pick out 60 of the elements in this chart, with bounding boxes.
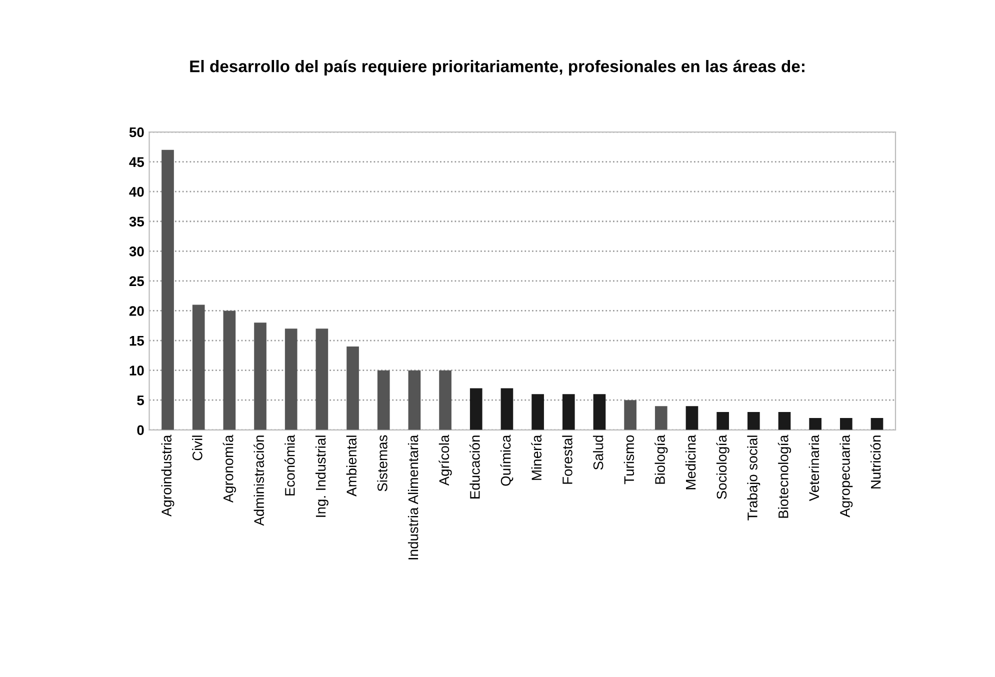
x-tick-label: Salud xyxy=(592,436,604,470)
x-tick-label: Industria Alimentaria xyxy=(408,434,418,560)
x-tick-label: Química xyxy=(500,434,514,486)
x-tick-label: Veterinaria xyxy=(808,434,820,502)
bar xyxy=(716,412,729,430)
y-tick-label: 25 xyxy=(129,276,144,286)
bar xyxy=(439,370,452,430)
x-tick-label: Turismo xyxy=(624,435,634,484)
x-tick-label: Medicina xyxy=(686,434,696,490)
y-tick-label: 5 xyxy=(137,396,144,406)
x-tick-label: Forestal xyxy=(562,436,572,484)
bar xyxy=(562,394,575,430)
x-tick-label: Agrícola xyxy=(438,434,452,486)
bar xyxy=(532,394,544,430)
x-tick-label: Civil xyxy=(192,436,202,460)
chart-title: El desarrollo del país requiere prioritariamente, profesionales en las áreas de: xyxy=(190,60,804,76)
bar xyxy=(223,310,236,430)
x-tick-label: Nutrición xyxy=(870,436,881,488)
bar xyxy=(840,418,852,430)
y-tick-label: 15 xyxy=(130,336,144,346)
bar xyxy=(654,406,668,430)
bar xyxy=(500,388,514,430)
bar xyxy=(254,322,266,430)
bar xyxy=(778,412,791,430)
bar xyxy=(470,388,482,430)
bar xyxy=(809,418,822,430)
x-tick-label: Biología xyxy=(654,434,668,484)
y-tick-label: 20 xyxy=(129,306,144,316)
y-tick-label: 30 xyxy=(129,246,144,256)
x-tick-label: Agronomía xyxy=(222,434,236,503)
bar xyxy=(162,150,174,430)
y-tick-label: 0 xyxy=(137,425,144,436)
bar xyxy=(408,370,421,430)
bar xyxy=(284,328,298,430)
x-tick-label: Sociología xyxy=(716,434,730,499)
bar xyxy=(686,406,698,430)
x-tick-label: Sistemas xyxy=(377,435,388,492)
bar xyxy=(747,412,760,430)
bar xyxy=(346,346,359,430)
bar xyxy=(624,400,636,430)
x-tick-label: Ambiental xyxy=(346,436,356,496)
y-tick-label: 10 xyxy=(130,366,144,376)
x-tick-label: Económia xyxy=(284,434,295,496)
bar xyxy=(377,370,390,430)
x-tick-label: Biotecnología xyxy=(778,434,792,518)
y-tick-label: 50 xyxy=(129,127,144,138)
y-tick-label: 35 xyxy=(129,216,144,227)
x-tick-label: Agroindustria xyxy=(161,434,174,517)
x-tick-label: Administración xyxy=(254,436,264,526)
x-tick-label: Trabajo social xyxy=(747,436,760,520)
x-tick-label: Minería xyxy=(531,434,542,480)
y-tick-label: 40 xyxy=(129,186,144,197)
x-tick-label: Agropecuaria xyxy=(840,434,853,518)
bar xyxy=(593,394,606,430)
bar xyxy=(192,304,205,430)
x-tick-label: Ing. Industrial xyxy=(315,436,328,517)
bar xyxy=(870,418,884,430)
y-tick-label: 45 xyxy=(129,157,144,167)
x-tick-label: Educación xyxy=(469,436,480,498)
bar xyxy=(316,328,328,430)
